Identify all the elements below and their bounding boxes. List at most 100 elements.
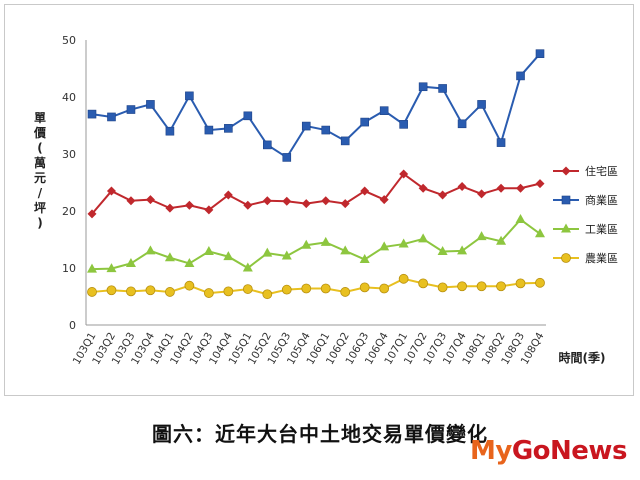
data-point	[126, 196, 136, 206]
data-point	[438, 190, 448, 200]
legend-label: 工業區	[585, 223, 618, 236]
legend-marker	[561, 166, 571, 176]
data-point	[437, 245, 448, 255]
data-point	[398, 238, 409, 248]
y-tick-label: 50	[62, 34, 76, 47]
data-point	[243, 200, 253, 210]
data-point	[340, 245, 351, 255]
y-axis-label-char: )	[37, 216, 42, 230]
data-point	[242, 262, 253, 272]
data-point	[184, 280, 195, 291]
legend-label: 住宅區	[585, 164, 618, 178]
data-point	[184, 257, 195, 267]
data-point	[203, 245, 214, 255]
y-axis-label-char: 坪	[34, 201, 46, 215]
data-point	[204, 125, 214, 135]
data-point	[165, 287, 175, 297]
data-point	[145, 285, 156, 296]
data-point	[379, 106, 389, 115]
data-point	[321, 196, 331, 206]
data-point	[437, 282, 448, 293]
y-axis-label-char: /	[38, 186, 43, 200]
series-line-4	[91, 277, 541, 296]
data-point	[359, 253, 370, 263]
data-point	[145, 245, 156, 255]
data-point	[87, 263, 97, 273]
data-point	[320, 283, 331, 294]
y-tick-label: 40	[62, 91, 76, 104]
y-axis-label-char: 元	[34, 171, 46, 185]
data-point	[496, 281, 506, 292]
data-point	[418, 82, 428, 92]
data-point	[106, 186, 116, 196]
data-point	[457, 281, 467, 292]
series-line-1	[91, 172, 541, 215]
data-point	[438, 84, 447, 93]
legend-marker	[561, 195, 571, 205]
data-point	[301, 121, 311, 131]
y-tick-label: 10	[62, 262, 76, 275]
data-point	[340, 136, 350, 146]
series-line-3	[91, 218, 541, 271]
data-point	[107, 112, 116, 122]
data-point	[242, 284, 253, 294]
data-point	[223, 251, 234, 261]
data-point	[515, 278, 526, 289]
data-point	[399, 120, 408, 129]
data-point	[126, 105, 136, 114]
data-point	[224, 124, 233, 133]
data-point	[320, 236, 331, 246]
data-point	[398, 273, 409, 284]
data-point	[360, 117, 369, 127]
legend-marker	[561, 253, 571, 263]
data-point	[360, 186, 370, 196]
data-point	[399, 169, 409, 179]
mygonews-watermark-logo: MyGoNews	[470, 436, 627, 466]
data-point	[301, 199, 311, 209]
data-point	[262, 289, 273, 300]
data-point	[340, 199, 350, 209]
y-tick-label: 20	[62, 205, 76, 218]
y-axis-label-char: (	[37, 141, 42, 155]
data-point	[535, 179, 545, 189]
y-tick-label: 30	[62, 148, 76, 161]
data-point	[457, 181, 467, 191]
data-point	[516, 183, 526, 193]
data-point	[477, 100, 486, 109]
data-point	[282, 196, 292, 206]
data-point	[301, 283, 312, 294]
chart-frame	[4, 4, 634, 396]
data-point	[418, 233, 429, 243]
data-point	[126, 286, 136, 297]
data-point	[340, 287, 351, 297]
data-point	[418, 278, 429, 289]
data-point	[457, 119, 467, 129]
data-point	[379, 195, 389, 205]
data-point	[515, 214, 526, 224]
data-point	[263, 140, 272, 150]
data-point	[262, 196, 272, 206]
data-point	[185, 91, 194, 101]
watermark-my: My	[470, 436, 512, 466]
data-point	[203, 288, 214, 298]
data-point	[496, 235, 507, 245]
data-point	[281, 250, 292, 260]
data-point	[282, 153, 292, 162]
data-point	[106, 285, 117, 296]
legend-label: 商業區	[585, 193, 618, 207]
data-point	[321, 125, 331, 135]
data-point	[204, 205, 214, 215]
data-point	[535, 277, 545, 288]
data-point	[106, 263, 117, 273]
data-point	[535, 228, 545, 238]
data-point	[379, 283, 390, 294]
data-point	[476, 281, 487, 292]
y-axis-label-char: 價	[33, 125, 47, 140]
watermark-gonews: GoNews	[511, 436, 628, 466]
data-point	[165, 203, 175, 213]
data-point	[496, 138, 506, 147]
data-point	[262, 247, 273, 257]
data-point	[496, 183, 506, 193]
data-point	[301, 239, 312, 249]
series-line-2	[91, 53, 541, 159]
